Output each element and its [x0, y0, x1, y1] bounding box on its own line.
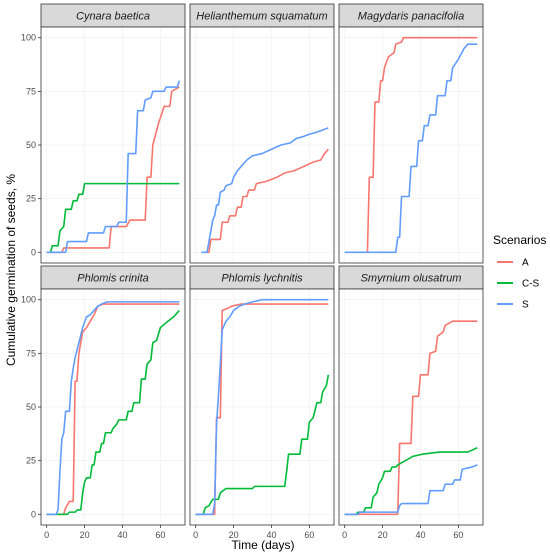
series-line-s — [344, 43, 478, 254]
panel-border — [338, 26, 484, 264]
series-line-a — [344, 320, 478, 516]
y-tick-label: 25 — [26, 194, 36, 204]
panel-title: Magydaris panacifolia — [358, 11, 464, 23]
series-line-c-s — [49, 182, 180, 253]
y-tick-label: 50 — [26, 402, 36, 412]
series-line-c-s — [195, 374, 330, 516]
legend-item-s: S — [497, 300, 529, 311]
series-line-c-s — [344, 447, 478, 516]
series-line-s — [201, 127, 329, 254]
series-line-a — [46, 303, 180, 516]
panel-phlomis-lychnitis: Phlomis lychnitis 0 20 40 60 — [189, 265, 335, 540]
panel-cynara-baetica: Cynara baetica 0 25 50 75 100 — [21, 3, 186, 264]
panel-border — [338, 288, 484, 526]
series-line-c-s — [46, 309, 180, 516]
x-tick-label: 0 — [193, 530, 198, 540]
series-line-a — [205, 148, 329, 254]
panel-magydaris-panacifolia: Magydaris panacifolia — [338, 3, 484, 264]
y-tick-label: 25 — [26, 456, 36, 466]
series-line-s — [46, 80, 181, 254]
series-line-a — [366, 36, 478, 253]
x-tick-label: 60 — [155, 530, 165, 540]
y-tick-label: 75 — [26, 348, 36, 358]
x-tick-label: 20 — [80, 530, 90, 540]
x-axis-title: Time (days) — [232, 538, 295, 552]
legend-label-s: S — [522, 300, 529, 311]
legend-title: Scenarios — [493, 233, 546, 247]
panel-border — [189, 26, 335, 264]
legend-item-a: A — [497, 258, 529, 269]
series-line-a — [46, 86, 180, 254]
x-tick-label: 40 — [415, 530, 425, 540]
x-tick-label: 0 — [342, 530, 347, 540]
y-tick-label: 75 — [26, 86, 36, 96]
y-axis-title: Cumulative germination of seeds, % — [4, 174, 18, 366]
y-tick-label: 100 — [21, 33, 36, 43]
series-line-s — [46, 301, 180, 516]
panel-phlomis-crinita: Phlomis crinita 0 25 50 75 100 0 20 40 60 — [21, 265, 186, 540]
series-line-s — [195, 298, 329, 516]
x-tick-label: 40 — [266, 530, 276, 540]
panel-helianthemum-squamatum: Helianthemum squamatum — [189, 3, 335, 264]
x-tick-label: 0 — [44, 530, 49, 540]
panel-title: Phlomis lychnitis — [221, 273, 303, 285]
panel-title: Phlomis crinita — [77, 273, 149, 285]
panel-border — [189, 288, 335, 526]
y-tick-label: 0 — [31, 247, 36, 257]
x-tick-label: 60 — [304, 530, 314, 540]
panel-smyrnium-olusatrum: Smyrnium olusatrum 0 20 40 60 — [338, 265, 484, 540]
x-tick-label: 20 — [378, 530, 388, 540]
legend-label-a: A — [522, 258, 529, 269]
legend-label-c-s: C-S — [522, 279, 540, 290]
x-tick-label: 60 — [453, 530, 463, 540]
panel-title: Cynara baetica — [76, 11, 150, 23]
x-tick-label: 20 — [229, 530, 239, 540]
panels-layer: Cynara baetica 0 25 50 75 100 Helianthemum squ… — [21, 3, 484, 540]
series-line-s — [344, 464, 478, 516]
y-tick-label: 50 — [26, 140, 36, 150]
legend: Scenarios A C-S S — [493, 233, 546, 311]
panel-title: Smyrnium olusatrum — [361, 273, 462, 285]
y-tick-label: 100 — [21, 295, 36, 305]
y-tick-label: 0 — [31, 509, 36, 519]
x-tick-label: 40 — [117, 530, 127, 540]
legend-item-c-s: C-S — [497, 279, 540, 290]
panel-title: Helianthemum squamatum — [196, 11, 327, 23]
